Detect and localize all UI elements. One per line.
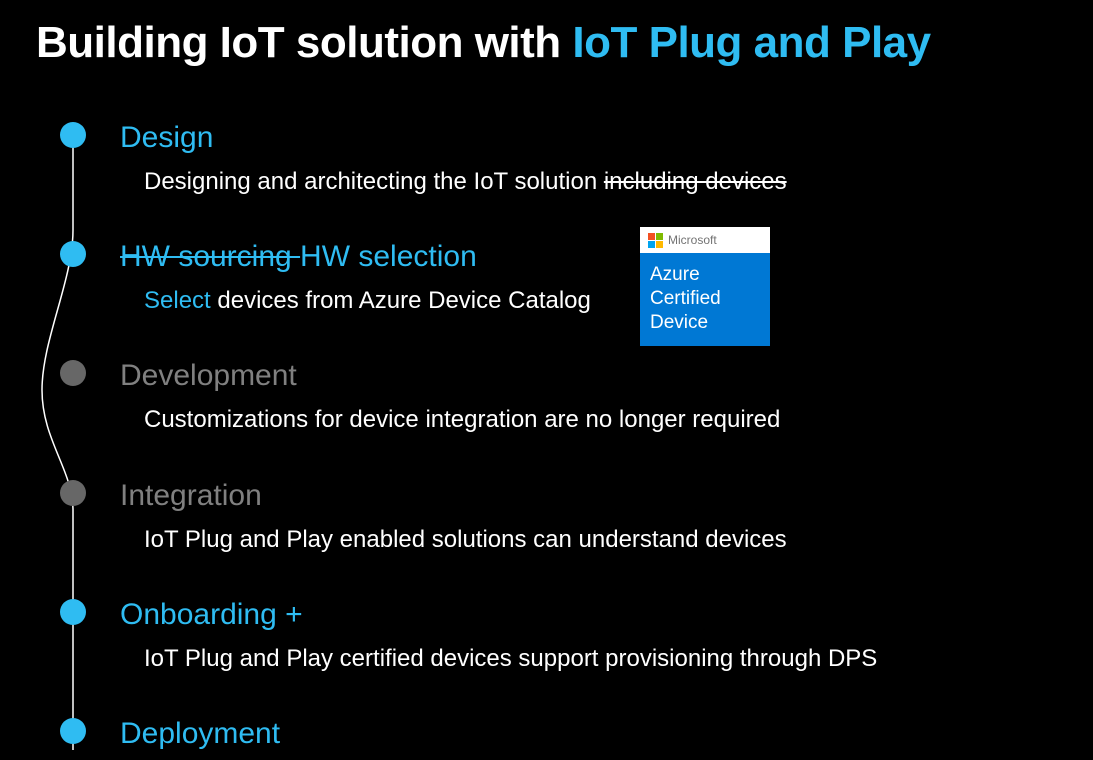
step-description: Select devices from Azure Device Catalog [120, 285, 1060, 316]
badge-body-text: Azure Certified Device [650, 263, 760, 334]
step-title: Development [120, 358, 1060, 394]
step-dot [60, 480, 86, 506]
step-description: IoT Plug and Play enabled solutions can … [120, 524, 1060, 555]
step-description: Designing and architecting the IoT solut… [120, 166, 1060, 197]
step-dot [60, 360, 86, 386]
title-highlight: IoT Plug and Play [572, 18, 930, 67]
step-dot [60, 599, 86, 625]
step-title: Design [120, 120, 1060, 156]
badge-header: Microsoft [640, 227, 770, 253]
step-deployment: Deployment [60, 716, 1060, 752]
step-development: Development Customizations for device in… [60, 358, 1060, 435]
badge-microsoft-text: Microsoft [668, 233, 717, 247]
azure-certified-badge: Microsoft Azure Certified Device [640, 227, 770, 346]
step-dot [60, 241, 86, 267]
step-hw-selection: HW sourcing HW selection Select devices … [60, 239, 1060, 316]
step-description: Customizations for device integration ar… [120, 404, 1060, 435]
step-design: Design Designing and architecting the Io… [60, 120, 1060, 197]
step-description: IoT Plug and Play certified devices supp… [120, 643, 1060, 674]
microsoft-logo-icon [647, 232, 663, 248]
step-title: Deployment [120, 716, 1060, 752]
badge-body: Azure Certified Device [640, 253, 770, 346]
timeline: Design Designing and architecting the Io… [60, 120, 1060, 752]
step-title: Onboarding + [120, 597, 1060, 633]
title-prefix: Building IoT solution with [36, 18, 572, 67]
step-onboarding: Onboarding + IoT Plug and Play certified… [60, 597, 1060, 674]
step-title: HW sourcing HW selection [120, 239, 1060, 275]
step-dot [60, 122, 86, 148]
step-title: Integration [120, 478, 1060, 514]
step-integration: Integration IoT Plug and Play enabled so… [60, 478, 1060, 555]
step-dot [60, 718, 86, 744]
slide-title: Building IoT solution with IoT Plug and … [36, 18, 931, 68]
